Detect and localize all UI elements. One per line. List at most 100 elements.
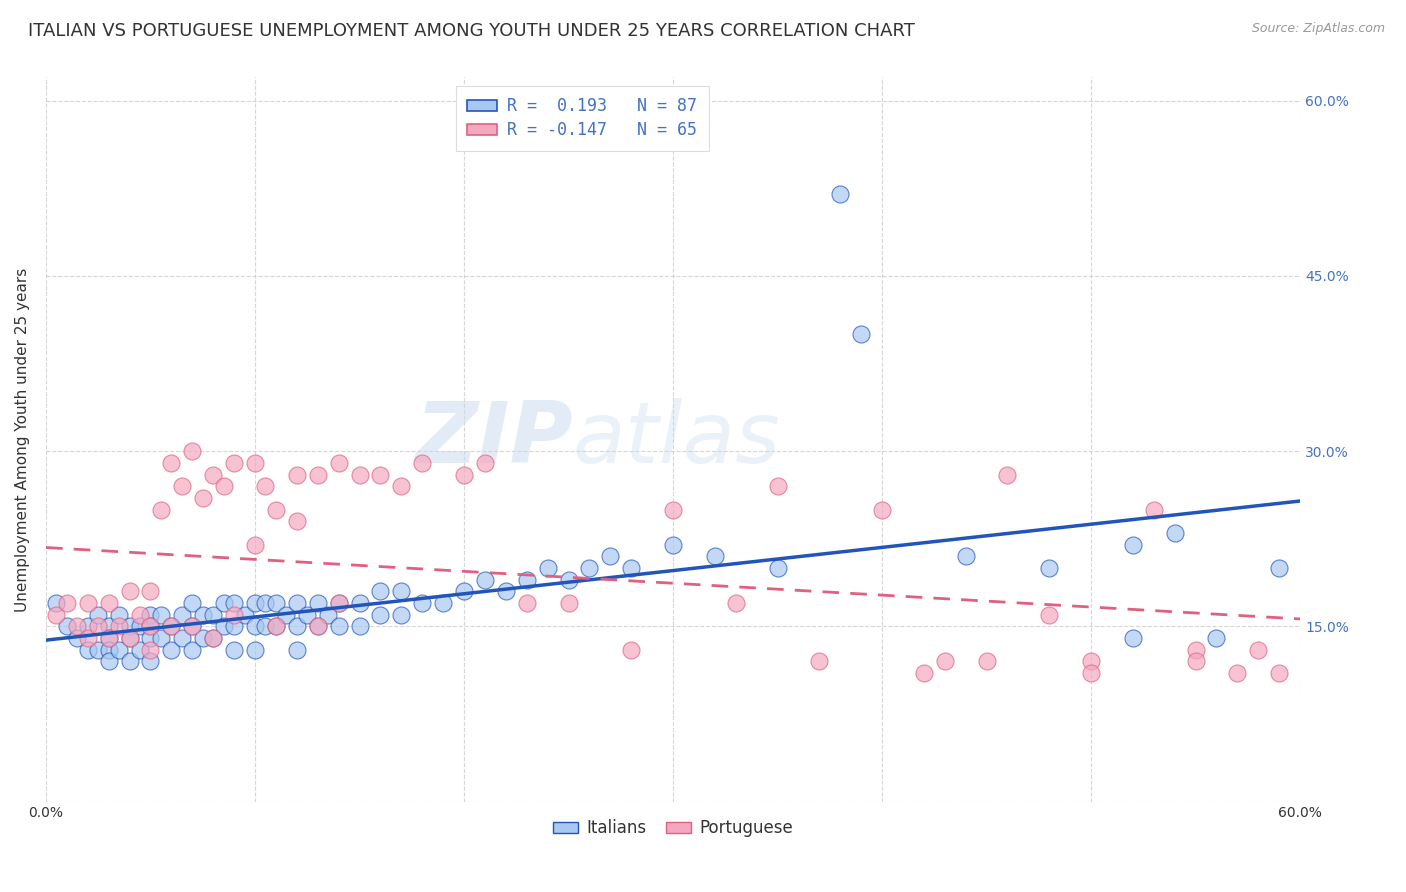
Point	[912, 666, 935, 681]
Point	[170, 607, 193, 622]
Point	[45, 596, 67, 610]
Point	[87, 607, 110, 622]
Point	[516, 596, 538, 610]
Point	[662, 502, 685, 516]
Point	[370, 607, 392, 622]
Point	[222, 456, 245, 470]
Point	[997, 467, 1019, 482]
Point	[139, 642, 162, 657]
Point	[181, 642, 204, 657]
Point	[191, 491, 214, 505]
Point	[724, 596, 747, 610]
Point	[222, 607, 245, 622]
Point	[222, 619, 245, 633]
Point	[97, 596, 120, 610]
Point	[243, 642, 266, 657]
Point	[139, 607, 162, 622]
Point	[243, 596, 266, 610]
Point	[955, 549, 977, 564]
Point	[118, 631, 141, 645]
Point	[181, 596, 204, 610]
Point	[830, 187, 852, 202]
Point	[139, 619, 162, 633]
Point	[76, 642, 98, 657]
Point	[108, 642, 131, 657]
Point	[557, 573, 579, 587]
Point	[202, 631, 225, 645]
Text: atlas: atlas	[572, 398, 780, 481]
Point	[870, 502, 893, 516]
Point	[264, 502, 287, 516]
Point	[349, 467, 371, 482]
Text: Source: ZipAtlas.com: Source: ZipAtlas.com	[1251, 22, 1385, 36]
Point	[1163, 525, 1185, 540]
Point	[222, 642, 245, 657]
Legend: Italians, Portuguese: Italians, Portuguese	[546, 813, 800, 844]
Point	[66, 619, 89, 633]
Point	[139, 619, 162, 633]
Point	[264, 619, 287, 633]
Point	[976, 655, 998, 669]
Point	[766, 561, 789, 575]
Point	[307, 619, 329, 633]
Point	[139, 631, 162, 645]
Point	[202, 631, 225, 645]
Point	[578, 561, 600, 575]
Point	[516, 573, 538, 587]
Point	[1184, 655, 1206, 669]
Y-axis label: Unemployment Among Youth under 25 years: Unemployment Among Youth under 25 years	[15, 268, 30, 612]
Point	[620, 642, 643, 657]
Point	[285, 619, 308, 633]
Point	[495, 584, 517, 599]
Point	[76, 619, 98, 633]
Point	[129, 607, 152, 622]
Point	[1122, 538, 1144, 552]
Point	[328, 596, 350, 610]
Point	[149, 631, 172, 645]
Point	[139, 655, 162, 669]
Point	[285, 642, 308, 657]
Point	[160, 619, 183, 633]
Point	[276, 607, 298, 622]
Point	[703, 549, 725, 564]
Point	[76, 631, 98, 645]
Point	[1122, 631, 1144, 645]
Point	[766, 479, 789, 493]
Text: ZIP: ZIP	[415, 398, 572, 481]
Point	[170, 479, 193, 493]
Point	[453, 467, 475, 482]
Point	[160, 642, 183, 657]
Point	[97, 619, 120, 633]
Point	[307, 619, 329, 633]
Point	[1268, 666, 1291, 681]
Point	[285, 596, 308, 610]
Point	[191, 607, 214, 622]
Point	[307, 467, 329, 482]
Point	[254, 619, 277, 633]
Point	[849, 327, 872, 342]
Point	[1080, 655, 1102, 669]
Point	[620, 561, 643, 575]
Point	[181, 619, 204, 633]
Point	[389, 584, 412, 599]
Point	[349, 596, 371, 610]
Point	[149, 502, 172, 516]
Text: ITALIAN VS PORTUGUESE UNEMPLOYMENT AMONG YOUTH UNDER 25 YEARS CORRELATION CHART: ITALIAN VS PORTUGUESE UNEMPLOYMENT AMONG…	[28, 22, 915, 40]
Point	[808, 655, 831, 669]
Point	[370, 584, 392, 599]
Point	[557, 596, 579, 610]
Point	[160, 619, 183, 633]
Point	[307, 596, 329, 610]
Point	[1143, 502, 1166, 516]
Point	[56, 596, 79, 610]
Point	[285, 467, 308, 482]
Point	[139, 584, 162, 599]
Point	[934, 655, 956, 669]
Point	[129, 619, 152, 633]
Point	[243, 456, 266, 470]
Point	[76, 596, 98, 610]
Point	[599, 549, 621, 564]
Point	[118, 584, 141, 599]
Point	[432, 596, 454, 610]
Point	[87, 619, 110, 633]
